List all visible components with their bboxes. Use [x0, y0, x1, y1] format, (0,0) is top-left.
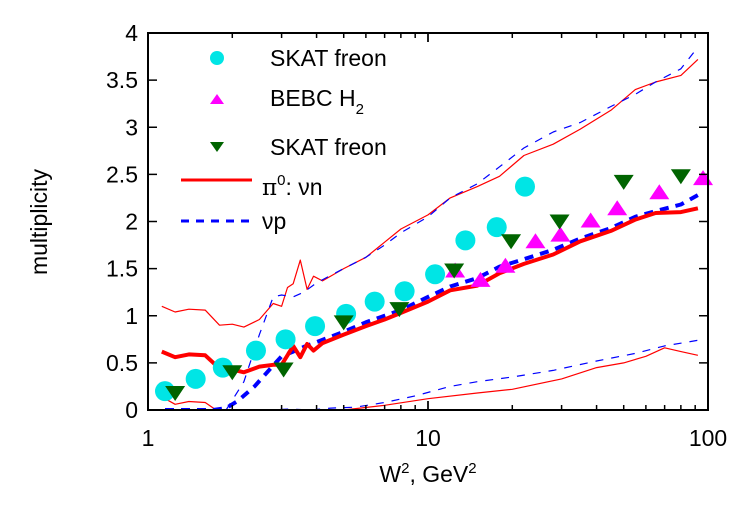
x-axis-label: W2, GeV2 [379, 460, 476, 487]
data-point [305, 316, 326, 337]
data-point [525, 233, 546, 249]
y-tick-label: 0 [125, 397, 138, 423]
legend-label: π0: νn [262, 172, 323, 201]
triangle-up-marker-icon [210, 94, 224, 104]
x-tick-label: 1 [142, 425, 155, 451]
data-point [444, 263, 465, 279]
data-point [470, 271, 491, 287]
x-tick-label: 10 [415, 425, 441, 451]
data-point [364, 291, 385, 312]
tick-labels: 0 0.5 1 1.5 2 2.5 3 3.5 4 1 10 100 [106, 20, 727, 451]
series-line [161, 206, 699, 375]
data-point [333, 315, 354, 331]
data-point [165, 386, 186, 402]
x-tick-label: 100 [689, 425, 727, 451]
legend-item-vp: νp [181, 208, 286, 234]
data-point [275, 329, 296, 350]
legend-label: SKAT freon [270, 134, 387, 160]
y-tick-label: 2.5 [106, 161, 138, 187]
y-tick-label: 3 [125, 114, 138, 140]
axis-ticks [147, 32, 709, 411]
data-point [501, 234, 522, 250]
data-point [514, 176, 535, 197]
data-point [613, 174, 634, 190]
y-axis-label: multiplicity [26, 168, 52, 275]
legend-item-skat-triangles: SKAT freon [210, 134, 387, 160]
data-point [425, 264, 446, 285]
circle-marker-icon [210, 51, 224, 65]
data-point [455, 230, 476, 251]
data-point [222, 365, 243, 381]
legend-item-skat-circles: SKAT freon [210, 45, 387, 71]
data-point [389, 302, 410, 318]
y-tick-label: 3.5 [106, 67, 138, 93]
data-point [580, 212, 601, 228]
data-point [693, 170, 714, 186]
legend-item-bebc: BEBC H2 [210, 85, 364, 118]
legend-label: BEBC H2 [270, 85, 364, 118]
plot-area [154, 46, 714, 410]
legend-label: SKAT freon [270, 45, 387, 71]
legend: SKAT freon BEBC H2 SKAT freon π0: νn νp [181, 45, 387, 234]
data-point [495, 257, 516, 273]
data-point [245, 340, 266, 361]
data-point [394, 281, 415, 302]
data-point [549, 214, 570, 230]
triangle-down-marker-icon [210, 142, 224, 152]
data-point [486, 217, 507, 238]
series-line [264, 339, 698, 410]
series-line [225, 46, 699, 410]
data-point [649, 184, 670, 200]
y-tick-label: 4 [125, 20, 138, 46]
legend-label: νp [262, 208, 286, 234]
y-tick-label: 1 [125, 303, 138, 329]
data-point [607, 200, 628, 216]
legend-item-pi0-vn: π0: νn [181, 172, 323, 201]
y-tick-label: 0.5 [106, 350, 138, 376]
series-line [165, 193, 699, 410]
data-point [185, 368, 206, 389]
y-tick-label: 1.5 [106, 256, 138, 282]
data-point [670, 169, 691, 185]
data-point [550, 226, 571, 242]
y-tick-label: 2 [125, 209, 138, 235]
series-line [161, 58, 699, 328]
data-point [273, 362, 294, 378]
series-line [161, 347, 699, 410]
